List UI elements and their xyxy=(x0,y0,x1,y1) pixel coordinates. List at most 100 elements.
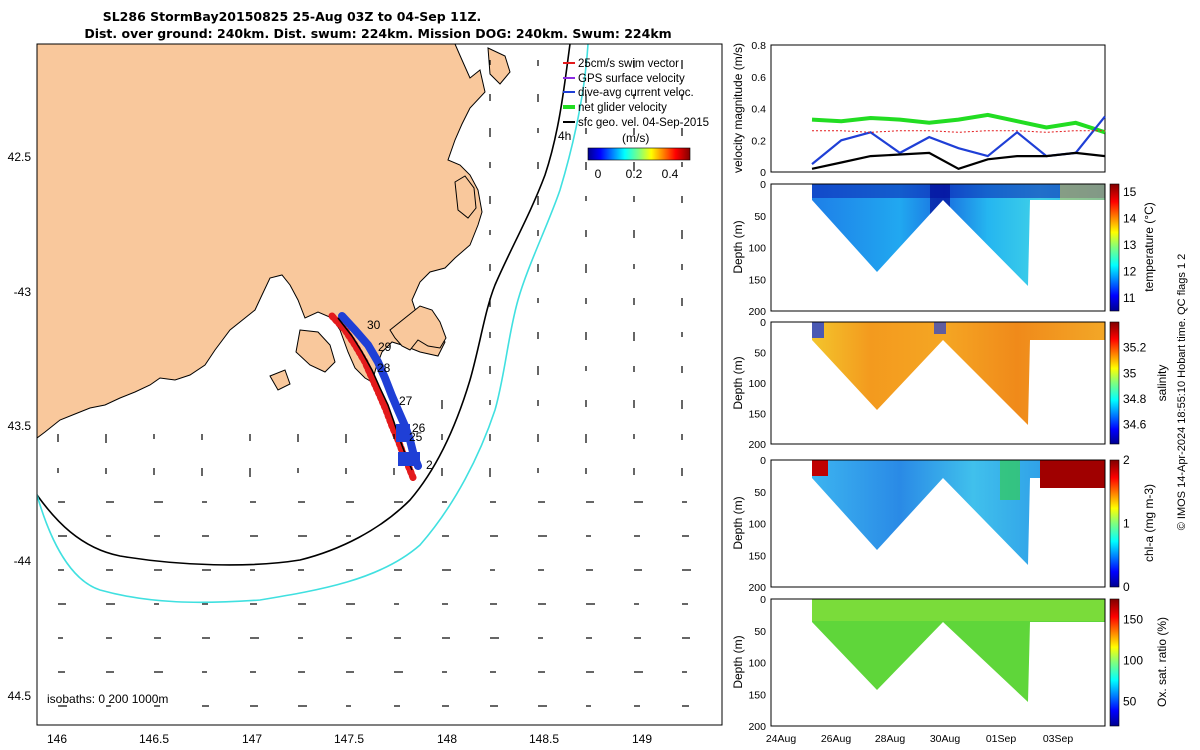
colorbar-tick: 1 xyxy=(1123,517,1130,531)
legend-dac: dive-avg current veloc. xyxy=(578,87,694,99)
colorbar-tick: 2 xyxy=(1123,453,1130,467)
colorbar-tick: 34.8 xyxy=(1123,392,1147,406)
day-label: 26 xyxy=(412,421,426,435)
velocity-ytick: 0.4 xyxy=(751,104,766,116)
lat-axis: 42.5 -43 43.5 -44 44.5 xyxy=(8,150,32,703)
oxygen-colorbar-ticks: 50 100 150 xyxy=(1123,612,1143,708)
bruny-island xyxy=(295,329,336,373)
salinity-field xyxy=(812,322,1105,425)
colorbar-tick: 34.6 xyxy=(1123,418,1147,432)
depth-tick: 0 xyxy=(760,179,766,191)
salinity-panel: 0 50 100 150 200 34.6 34.8 35 35.2 Depth (m) sa… xyxy=(731,317,1169,451)
depth-tick: 100 xyxy=(748,243,766,255)
depth-tick: 50 xyxy=(754,626,766,638)
velocity-lines xyxy=(811,112,1106,170)
temperature-colorbar-ticks: 11 12 13 14 15 xyxy=(1123,185,1137,305)
velocity-line xyxy=(812,130,1105,133)
temperature-colorbar xyxy=(1109,183,1120,312)
lon-tick: 146 xyxy=(47,732,67,746)
depth-tick: 150 xyxy=(748,689,766,701)
date-tick: 28Aug xyxy=(875,733,906,745)
legend-gps: GPS surface velocity xyxy=(578,73,685,85)
maria-island xyxy=(454,175,477,219)
glider-track xyxy=(328,312,422,484)
date-tick: 03Sep xyxy=(1043,733,1074,745)
velocity-ytick: 0.8 xyxy=(751,40,766,52)
salinity-colorbar-ticks: 34.6 34.8 35 35.2 xyxy=(1123,341,1147,432)
lat-tick: -44 xyxy=(14,554,32,568)
temperature-ylabel: Depth (m) xyxy=(731,220,745,273)
isobath-1000m xyxy=(37,44,589,604)
day-label: 27 xyxy=(399,394,413,408)
salinity-cblabel: salinity xyxy=(1155,365,1169,402)
depth-tick: 0 xyxy=(760,594,766,606)
chla-ylabel: Depth (m) xyxy=(731,496,745,549)
colorbar-tick: 15 xyxy=(1123,185,1137,199)
depth-tick: 0 xyxy=(760,317,766,329)
hour-label: 4h xyxy=(558,129,571,143)
oxygen-panel: 0 50 100 150 200 50 100 150 Depth (m) Ox. sat.… xyxy=(731,594,1169,745)
colorbar-tick: 35.2 xyxy=(1123,341,1147,355)
colorbar-tick: 35 xyxy=(1123,366,1137,380)
depth-tick: 200 xyxy=(748,582,766,594)
velocity-axes xyxy=(770,44,1106,173)
depth-tick: 200 xyxy=(748,306,766,318)
day-label: 25 xyxy=(409,430,423,444)
date-tick: 30Aug xyxy=(930,733,961,745)
depth-tick: 200 xyxy=(748,439,766,451)
day-label: 2 xyxy=(426,458,433,472)
velocity-panel: 0 0.2 0.4 0.6 0.8 velocity magnitude (m/s) xyxy=(731,40,1106,179)
chla-colorbar xyxy=(1109,459,1120,588)
velocity-ytick: 0 xyxy=(760,167,766,179)
legend-net: net glider velocity xyxy=(578,102,667,114)
chla-panel: 0 50 100 150 200 0 1 2 Depth (m) chl-a (mg m-3… xyxy=(731,453,1156,594)
depth-tick: 150 xyxy=(748,274,766,286)
isobath-200m xyxy=(37,44,571,566)
date-tick: 26Aug xyxy=(821,733,852,745)
legend-sfc: sfc geo. vel. 04-Sep-2015 xyxy=(578,117,709,129)
speed-tick: 0 xyxy=(595,167,602,181)
date-tick: 01Sep xyxy=(986,733,1017,745)
velocity-ytick: 0.2 xyxy=(751,135,766,147)
velocity-ytick: 0.6 xyxy=(751,72,766,84)
lon-tick: 147.5 xyxy=(334,732,364,746)
depth-tick: 50 xyxy=(754,487,766,499)
date-tick: 24Aug xyxy=(766,733,797,745)
lat-tick: 44.5 xyxy=(8,689,32,703)
velocity-line xyxy=(811,151,1106,170)
salinity-colorbar xyxy=(1109,321,1120,445)
legend-swim: 25cm/s swim vector xyxy=(578,58,679,70)
oxygen-ylabel: Depth (m) xyxy=(731,635,745,688)
temperature-cblabel: temperature (°C) xyxy=(1142,202,1156,292)
map-legend: 25cm/s swim vector GPS surface velocity … xyxy=(563,58,709,181)
depth-tick: 0 xyxy=(760,455,766,467)
speed-tick: 0.4 xyxy=(662,167,679,181)
colorbar-tick: 50 xyxy=(1123,694,1137,708)
depth-tick: 50 xyxy=(754,348,766,360)
day-labels: 30 29 28 27 26 25 2 4h xyxy=(367,129,571,472)
chla-field xyxy=(812,460,1105,565)
velocity-ylabel: velocity magnitude (m/s) xyxy=(731,43,745,173)
velocity-yticks: 0 0.2 0.4 0.6 0.8 xyxy=(751,40,766,179)
colorbar-tick: 13 xyxy=(1123,238,1137,252)
colorbar-tick: 0 xyxy=(1123,580,1130,594)
lon-tick: 147 xyxy=(242,732,262,746)
chla-yticks: 0 50 100 150 200 xyxy=(748,455,766,594)
temperature-panel: 0 50 100 150 200 11 12 13 14 15 Depth (m) temper… xyxy=(731,179,1156,318)
lat-tick: 43.5 xyxy=(8,419,32,433)
map-panel: 30 29 28 27 26 25 2 4h 25cm/s swim vecto… xyxy=(8,43,723,746)
colorbar-tick: 100 xyxy=(1123,653,1143,667)
depth-tick: 150 xyxy=(748,409,766,421)
lon-tick: 149 xyxy=(632,732,652,746)
day-label: 29 xyxy=(378,340,392,354)
lon-axis: 146 146.5 147 147.5 148 148.5 149 xyxy=(47,732,652,746)
lat-tick: 42.5 xyxy=(8,150,32,164)
salinity-ylabel: Depth (m) xyxy=(731,356,745,409)
lat-tick: -43 xyxy=(14,285,32,299)
date-axis: 24Aug 26Aug 28Aug 30Aug 01Sep 03Sep xyxy=(766,733,1074,745)
lon-tick: 148.5 xyxy=(529,732,559,746)
velocity-line xyxy=(811,112,1106,135)
colorbar-tick: 12 xyxy=(1123,264,1137,278)
small-island xyxy=(269,369,291,391)
